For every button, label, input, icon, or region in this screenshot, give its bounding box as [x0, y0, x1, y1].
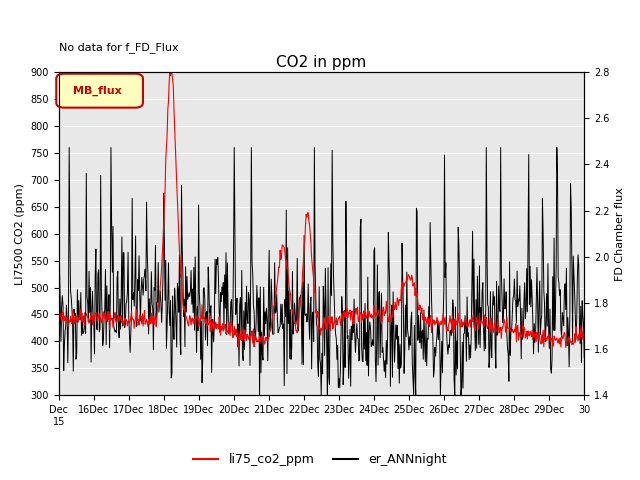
- FancyBboxPatch shape: [56, 74, 143, 108]
- Title: CO2 in ppm: CO2 in ppm: [276, 55, 367, 70]
- er_ANNnight: [240, 308, 248, 314]
- li75_co2_ppm: [55, 315, 63, 321]
- er_ANNnight: [256, 392, 264, 398]
- li75_co2_ppm: [260, 335, 268, 340]
- er_ANNnight: [214, 254, 221, 260]
- Y-axis label: FD Chamber flux: FD Chamber flux: [615, 187, 625, 281]
- li75_co2_ppm: [214, 323, 221, 328]
- Legend: li75_co2_ppm, er_ANNnight: li75_co2_ppm, er_ANNnight: [188, 448, 452, 471]
- li75_co2_ppm: [580, 325, 588, 331]
- er_ANNnight: [377, 322, 385, 327]
- Line: er_ANNnight: er_ANNnight: [59, 147, 584, 395]
- er_ANNnight: [260, 333, 268, 339]
- Text: MB_flux: MB_flux: [73, 85, 122, 96]
- Y-axis label: LI7500 CO2 (ppm): LI7500 CO2 (ppm): [15, 183, 25, 285]
- er_ANNnight: [580, 354, 588, 360]
- Text: No data for f_FD_Flux: No data for f_FD_Flux: [59, 42, 179, 53]
- li75_co2_ppm: [406, 274, 413, 280]
- li75_co2_ppm: [562, 345, 570, 350]
- li75_co2_ppm: [376, 313, 384, 319]
- er_ANNnight: [406, 342, 414, 348]
- er_ANNnight: [55, 341, 63, 347]
- er_ANNnight: [117, 291, 125, 297]
- li75_co2_ppm: [240, 326, 248, 332]
- li75_co2_ppm: [166, 69, 173, 75]
- li75_co2_ppm: [116, 316, 124, 322]
- Line: li75_co2_ppm: li75_co2_ppm: [59, 72, 584, 348]
- er_ANNnight: [107, 144, 115, 150]
